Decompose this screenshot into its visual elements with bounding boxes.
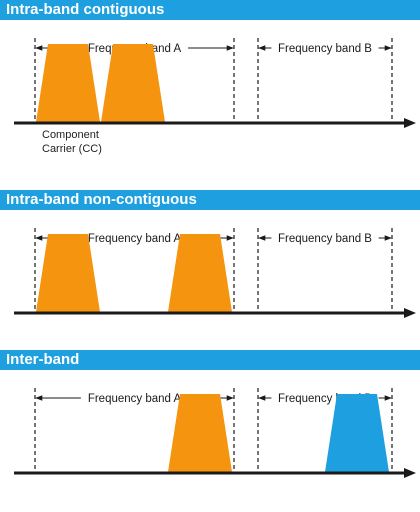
frequency-band-b-label: Frequency band B: [278, 43, 372, 55]
component-carrier: [168, 234, 232, 312]
cc-label-line2: Carrier (CC): [42, 143, 102, 155]
frequency-axis-arrowhead: [404, 118, 416, 128]
component-carrier: [101, 44, 165, 122]
frequency-band-a-label: Frequency band A: [88, 393, 182, 405]
component-carrier: [36, 234, 100, 312]
frequency-band-b-label: Frequency band B: [278, 233, 372, 245]
frequency-band-a-label: Frequency band A: [88, 233, 182, 245]
panel-title: Inter-band: [0, 350, 420, 370]
component-carrier: [36, 44, 100, 122]
cc-label-line1: Component: [42, 129, 99, 141]
frequency-axis-arrowhead: [404, 468, 416, 478]
panel-title: Intra-band contiguous: [0, 0, 420, 20]
component-carrier: [325, 394, 389, 472]
component-carrier: [168, 394, 232, 472]
carrier-diagram: Frequency band A Frequency band B: [14, 228, 416, 318]
panel-title: Intra-band non-contiguous: [0, 190, 420, 210]
panel-intra-band-non-contiguous: Intra-band non-contiguous Frequency band…: [0, 190, 420, 330]
component-carrier-label: Component Carrier (CC): [42, 128, 102, 156]
frequency-axis-arrowhead: [404, 308, 416, 318]
panel-inter-band: Inter-band Frequency band A Frequency ban…: [0, 350, 420, 510]
panel-intra-band-contiguous: Intra-band contiguous Frequency band AFr…: [0, 0, 420, 180]
